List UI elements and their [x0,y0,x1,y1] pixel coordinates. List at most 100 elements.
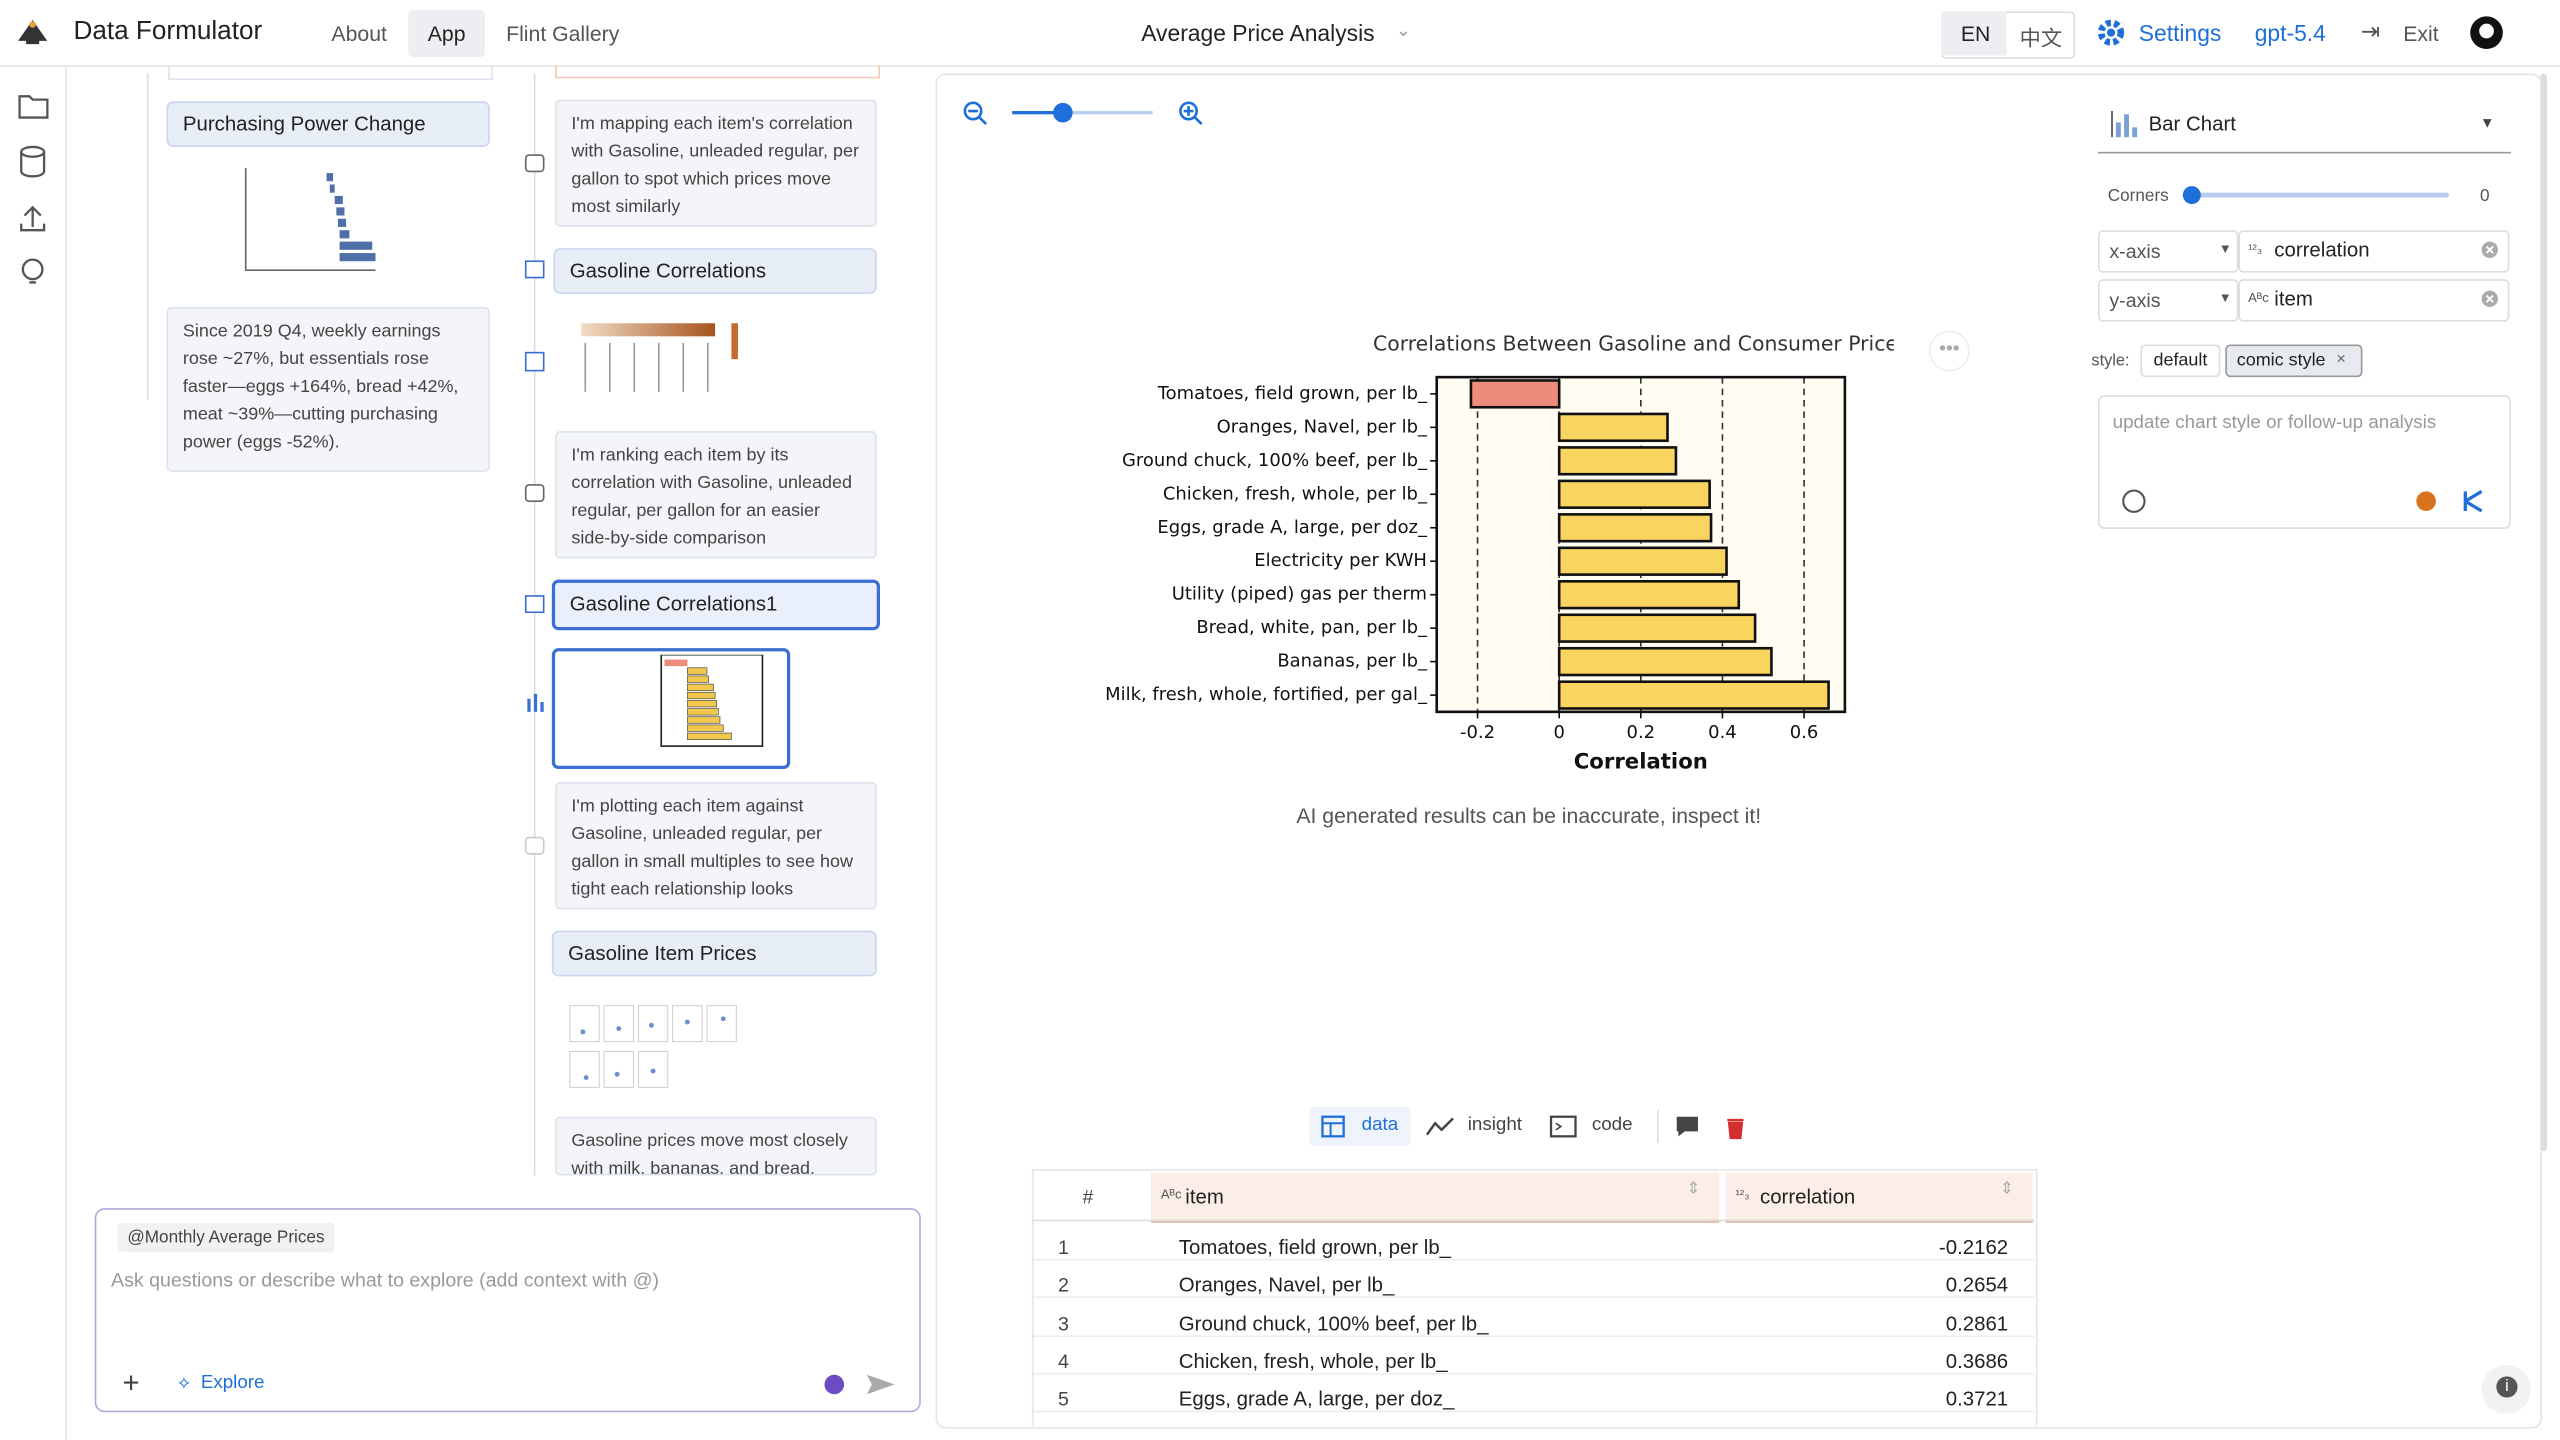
nav-link[interactable]: Flint Gallery [506,21,620,46]
sort-icon[interactable]: ⇕ [1686,1180,1701,1199]
svg-text:•••: ••• [1939,338,1960,360]
bar [1557,479,1711,509]
dropdown-icon: ▼ [2218,290,2232,306]
chart-menu[interactable]: ••• [1928,330,1970,372]
tab[interactable]: insight [1467,1115,1523,1135]
context-chip[interactable]: @Monthly Average Prices [117,1222,335,1253]
chat-actions[interactable] [821,1368,896,1401]
github-icon[interactable] [2469,15,2505,51]
remove-icon[interactable]: × [2336,351,2346,369]
row-line [1033,1258,2035,1261]
insight-card[interactable]: Since 2019 Q4, weekly earnings rose ~27%… [166,306,490,472]
cell-index: 3 [1057,1311,1069,1335]
model-button[interactable]: gpt-5.4 [2254,19,2326,46]
cell-index: 4 [1057,1350,1069,1373]
cell-item: Tomatoes, field grown, per lb_ [1178,1235,1452,1259]
ai-note: AI generated results can be inaccurate, … [1296,803,1762,828]
thumbnail [563,654,773,756]
encoding-field[interactable] [2238,230,2510,273]
exit-icon: ⇥ [2360,17,2380,45]
followup-box[interactable] [2097,395,2512,529]
y-tick-label: Chicken, fresh, whole, per lb_ [1163,483,1428,504]
type-icon: Aᴮc [1160,1186,1182,1202]
channel-label: x-axis [2109,239,2161,263]
x-axis-label: Correlation [1574,749,1708,774]
field-name: item [2274,287,2313,311]
nav-link[interactable]: About [331,21,387,46]
cell-value: 0.2861 [1945,1311,2009,1335]
add-button[interactable]: + [122,1366,140,1400]
encoding-select[interactable] [2097,230,2239,273]
select-underline [2097,151,2512,154]
followup-input[interactable]: update chart style or follow-up analysis [2112,413,2437,433]
dropdown-icon: ⌄ [1395,21,1411,41]
thread-card[interactable]: Purchasing Power Change [166,101,490,147]
followup-actions[interactable] [2119,485,2495,518]
card-edge [168,65,494,80]
nav-link[interactable]: App [408,9,486,58]
lang-option[interactable]: EN [1960,21,1991,46]
lang-option[interactable]: 中文 [2019,26,2063,51]
y-tick-label: Tomatoes, field grown, per lb_ [1157,383,1428,404]
thumbnail[interactable] [568,313,773,412]
encoding-field[interactable] [2238,279,2510,322]
divider [1657,1110,1659,1143]
exit-button[interactable]: Exit [2403,21,2439,46]
chart: Correlations Between Gasoline and Consum… [1105,331,1894,774]
cell-index: 5 [1057,1388,1069,1411]
thumbnail[interactable] [182,163,387,286]
app-name: Data Formulator [73,17,263,46]
column-title: correlation [1759,1185,1856,1209]
chat-box[interactable] [94,1208,921,1413]
slider-track [2191,192,2449,198]
column-header[interactable] [1151,1172,1720,1223]
logo [18,20,48,45]
cell-item: Oranges, Navel, per lb_ [1178,1273,1395,1297]
row-line [1033,1372,2035,1375]
insight-card[interactable]: Gasoline prices move most closely with m… [555,1116,877,1176]
slider-thumb[interactable] [2182,186,2201,205]
column-title: item [1185,1185,1224,1209]
slider-value: 0 [2480,186,2490,206]
thread-card[interactable]: Gasoline Correlations [553,248,877,294]
x-tick-label: 0.2 [1627,722,1656,743]
bar [1557,680,1830,710]
tab[interactable]: code [1591,1115,1633,1135]
thumbnail[interactable] [563,995,768,1098]
tab[interactable]: data [1361,1115,1399,1135]
sort-icon[interactable]: ⇕ [1999,1180,2014,1199]
header-line [1033,1219,2035,1222]
y-tick-label: Milk, fresh, whole, fortified, per gal_ [1105,684,1428,705]
bar [1557,613,1757,643]
row-line [1033,1334,2035,1337]
settings-button[interactable]: Settings [2138,19,2222,46]
bar [1469,379,1561,409]
explore-button[interactable]: Explore [200,1373,265,1393]
thread-line [533,73,536,1176]
chart-type[interactable]: Bar Chart [2148,112,2236,136]
cell-value: 0.2654 [1945,1273,2009,1297]
dropdown-icon: ▼ [2480,114,2495,131]
tab-icons [1321,1115,1744,1140]
y-tick-label: Electricity per KWH [1254,550,1427,571]
agent-message: I'm plotting each item against Gasoline,… [555,782,877,910]
clear-icons[interactable] [2480,240,2500,309]
scrollbar [2540,73,2547,1152]
cell-value: -0.2162 [1938,1235,2009,1259]
side-icons[interactable] [16,90,52,294]
thread-icons [524,154,545,855]
bar [1557,579,1741,610]
thread-line [146,73,149,400]
session-title[interactable]: Average Price Analysis [1141,19,1375,46]
thread-card-selected[interactable]: Gasoline Correlations1 [551,579,880,631]
encoding-select[interactable] [2097,279,2239,322]
style-chip-selected[interactable]: comic style [2225,344,2364,378]
card-edge [555,65,880,79]
chat-input[interactable]: Ask questions or describe what to explor… [111,1268,660,1292]
x-tick-label: 0.4 [1708,722,1737,743]
zoom-control[interactable] [960,95,1205,131]
thread-card[interactable]: Gasoline Item Prices [551,930,877,977]
style-chip[interactable]: default [2140,344,2221,378]
